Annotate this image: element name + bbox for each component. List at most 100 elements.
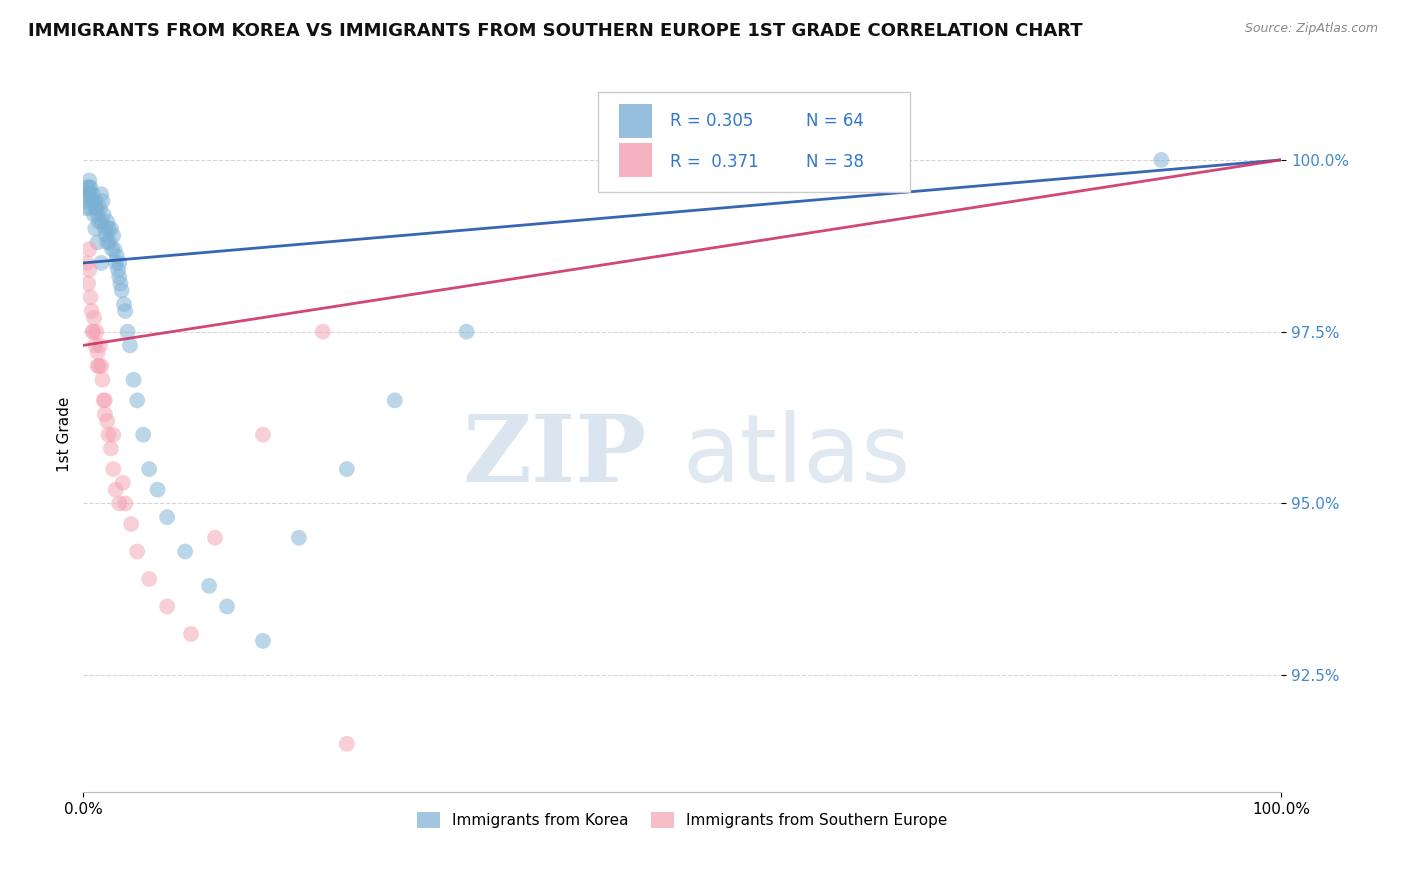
Immigrants from Korea <box>83 208 105 222</box>
Immigrants from Southern Europe <box>204 531 226 545</box>
Immigrants from Korea <box>84 194 107 208</box>
Immigrants from Southern Europe <box>77 277 100 291</box>
Immigrants from Korea <box>1150 153 1173 167</box>
Immigrants from Southern Europe <box>90 359 112 373</box>
Immigrants from Southern Europe <box>83 310 105 325</box>
Immigrants from Southern Europe <box>94 407 117 421</box>
Immigrants from Korea <box>79 187 101 202</box>
Y-axis label: 1st Grade: 1st Grade <box>58 397 72 473</box>
Text: N = 64: N = 64 <box>806 112 863 130</box>
Immigrants from Korea <box>146 483 169 497</box>
Immigrants from Korea <box>101 242 124 256</box>
Immigrants from Southern Europe <box>82 325 104 339</box>
Immigrants from Southern Europe <box>103 462 125 476</box>
Immigrants from Korea <box>84 221 107 235</box>
Immigrants from Southern Europe <box>79 290 101 304</box>
Immigrants from Korea <box>198 579 221 593</box>
Immigrants from Korea <box>77 173 100 187</box>
Immigrants from Korea <box>122 373 145 387</box>
Immigrants from Southern Europe <box>86 359 108 373</box>
Immigrants from Korea <box>103 228 125 243</box>
Immigrants from Southern Europe <box>77 242 100 256</box>
Text: Source: ZipAtlas.com: Source: ZipAtlas.com <box>1244 22 1378 36</box>
Immigrants from Korea <box>94 221 117 235</box>
Immigrants from Korea <box>79 180 101 194</box>
Immigrants from Southern Europe <box>127 544 149 558</box>
Immigrants from Southern Europe <box>100 442 122 456</box>
Immigrants from Southern Europe <box>93 393 115 408</box>
Immigrants from Korea <box>91 194 114 208</box>
Immigrants from Korea <box>108 269 131 284</box>
Immigrants from Southern Europe <box>111 475 134 490</box>
Immigrants from Southern Europe <box>336 737 359 751</box>
Immigrants from Southern Europe <box>82 325 104 339</box>
Immigrants from Southern Europe <box>80 304 103 318</box>
Immigrants from Korea <box>114 304 136 318</box>
Immigrants from Southern Europe <box>103 427 125 442</box>
Immigrants from Southern Europe <box>87 359 110 373</box>
Immigrants from Korea <box>97 221 120 235</box>
Bar <box>619 144 652 178</box>
Immigrants from Korea <box>127 393 149 408</box>
Text: R =  0.371: R = 0.371 <box>671 153 759 170</box>
Immigrants from Southern Europe <box>76 256 98 270</box>
Immigrants from Korea <box>132 427 155 442</box>
Immigrants from Korea <box>252 633 274 648</box>
Immigrants from Korea <box>89 201 111 215</box>
Immigrants from Southern Europe <box>77 262 100 277</box>
Immigrants from Southern Europe <box>156 599 179 614</box>
Immigrants from Southern Europe <box>114 496 136 510</box>
Immigrants from Korea <box>77 187 100 202</box>
Text: ZIP: ZIP <box>463 411 647 501</box>
Immigrants from Korea <box>90 187 112 202</box>
Immigrants from Korea <box>110 277 132 291</box>
Immigrants from Korea <box>77 180 100 194</box>
Immigrants from Korea <box>77 201 100 215</box>
Immigrants from Korea <box>112 297 135 311</box>
FancyBboxPatch shape <box>599 92 910 192</box>
Immigrants from Korea <box>77 187 100 202</box>
Immigrants from Southern Europe <box>91 373 114 387</box>
Immigrants from Korea <box>87 215 110 229</box>
Immigrants from Korea <box>384 393 406 408</box>
Immigrants from Southern Europe <box>97 427 120 442</box>
Text: R = 0.305: R = 0.305 <box>671 112 754 130</box>
Immigrants from Korea <box>104 256 127 270</box>
Immigrants from Korea <box>93 208 115 222</box>
Immigrants from Korea <box>75 201 97 215</box>
Immigrants from Korea <box>111 284 134 298</box>
Text: N = 38: N = 38 <box>806 153 863 170</box>
Immigrants from Korea <box>90 215 112 229</box>
Immigrants from Southern Europe <box>94 393 117 408</box>
Immigrants from Southern Europe <box>108 496 131 510</box>
Immigrants from Southern Europe <box>312 325 335 339</box>
Immigrants from Korea <box>288 531 311 545</box>
Text: atlas: atlas <box>682 410 911 502</box>
Immigrants from Southern Europe <box>104 483 127 497</box>
Immigrants from Korea <box>671 153 693 167</box>
Immigrants from Korea <box>86 235 108 250</box>
Immigrants from Korea <box>90 256 112 270</box>
Immigrants from Korea <box>336 462 359 476</box>
Immigrants from Southern Europe <box>89 338 111 352</box>
Immigrants from Korea <box>108 256 131 270</box>
Immigrants from Korea <box>156 510 179 524</box>
Immigrants from Korea <box>103 242 125 256</box>
Immigrants from Korea <box>215 599 238 614</box>
Immigrants from Southern Europe <box>86 345 108 359</box>
Immigrants from Korea <box>96 215 118 229</box>
Immigrants from Korea <box>80 194 103 208</box>
Immigrants from Southern Europe <box>252 427 274 442</box>
Immigrants from Korea <box>86 208 108 222</box>
Immigrants from Korea <box>138 462 160 476</box>
Immigrants from Korea <box>456 325 478 339</box>
Immigrants from Korea <box>105 249 128 263</box>
Immigrants from Korea <box>117 325 139 339</box>
Immigrants from Southern Europe <box>180 627 202 641</box>
Immigrants from Korea <box>76 180 98 194</box>
Immigrants from Southern Europe <box>96 414 118 428</box>
Immigrants from Korea <box>86 201 108 215</box>
Immigrants from Korea <box>118 338 141 352</box>
Immigrants from Southern Europe <box>138 572 160 586</box>
Immigrants from Korea <box>94 228 117 243</box>
